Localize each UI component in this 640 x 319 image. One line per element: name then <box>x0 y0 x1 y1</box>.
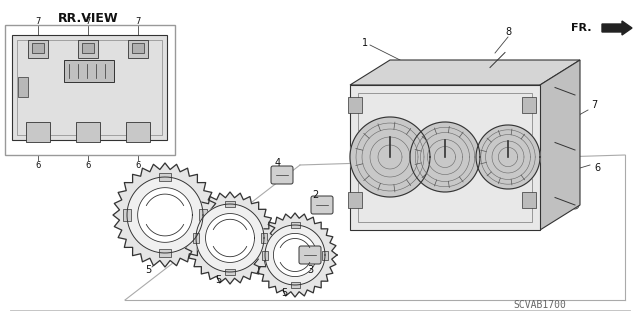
Polygon shape <box>196 204 264 272</box>
Polygon shape <box>291 282 300 288</box>
Polygon shape <box>253 213 337 297</box>
Bar <box>132 43 144 53</box>
Text: SCVAB1700: SCVAB1700 <box>513 300 566 310</box>
Text: 1: 1 <box>362 38 368 48</box>
Polygon shape <box>136 130 140 134</box>
Text: 4: 4 <box>275 158 281 168</box>
FancyArrow shape <box>602 21 632 35</box>
Polygon shape <box>540 60 580 230</box>
Text: FR.: FR. <box>572 23 592 33</box>
Polygon shape <box>36 98 40 102</box>
Polygon shape <box>225 201 235 207</box>
Polygon shape <box>410 122 480 192</box>
Text: 6: 6 <box>85 160 91 169</box>
Bar <box>522 97 536 113</box>
Bar <box>348 192 362 208</box>
Polygon shape <box>136 98 140 102</box>
Text: 8: 8 <box>505 27 511 37</box>
Polygon shape <box>123 209 131 221</box>
Polygon shape <box>273 234 317 277</box>
Bar <box>17 40 162 135</box>
Polygon shape <box>350 60 580 85</box>
Bar <box>126 122 150 142</box>
Text: 6: 6 <box>35 160 41 169</box>
Polygon shape <box>113 163 217 267</box>
Bar <box>26 122 50 142</box>
Bar <box>76 122 100 142</box>
Bar <box>348 97 362 113</box>
Bar <box>28 40 48 58</box>
Polygon shape <box>159 249 171 257</box>
Text: 5: 5 <box>145 265 151 275</box>
Bar <box>522 192 536 208</box>
Text: 7: 7 <box>35 18 41 26</box>
Text: 3: 3 <box>307 265 313 275</box>
Polygon shape <box>265 225 325 285</box>
Bar <box>78 40 98 58</box>
Polygon shape <box>86 130 90 134</box>
FancyBboxPatch shape <box>299 246 321 264</box>
Text: 6: 6 <box>135 160 141 169</box>
Text: 5: 5 <box>215 275 221 285</box>
Text: RR.VIEW: RR.VIEW <box>58 11 118 25</box>
Polygon shape <box>291 222 300 228</box>
Bar <box>18 77 28 97</box>
Polygon shape <box>193 233 200 243</box>
Bar <box>32 43 44 53</box>
Polygon shape <box>476 125 540 189</box>
Text: 2: 2 <box>312 190 318 200</box>
Text: 7: 7 <box>85 18 91 26</box>
Polygon shape <box>205 213 255 263</box>
Text: 6: 6 <box>594 163 600 173</box>
Polygon shape <box>86 98 90 102</box>
FancyBboxPatch shape <box>311 196 333 214</box>
Polygon shape <box>127 177 203 253</box>
Polygon shape <box>262 250 268 259</box>
Bar <box>64 60 114 82</box>
Bar <box>5 25 175 155</box>
Text: 7: 7 <box>135 18 141 26</box>
Polygon shape <box>138 188 193 242</box>
FancyBboxPatch shape <box>271 166 293 184</box>
Polygon shape <box>350 117 430 197</box>
Polygon shape <box>225 269 235 275</box>
Polygon shape <box>322 250 328 259</box>
Text: 5: 5 <box>281 288 287 298</box>
Bar <box>12 35 167 140</box>
Polygon shape <box>36 130 40 134</box>
Polygon shape <box>260 233 268 243</box>
Text: 7: 7 <box>591 100 597 110</box>
Polygon shape <box>159 173 171 181</box>
Polygon shape <box>184 192 276 284</box>
Polygon shape <box>350 85 540 230</box>
Polygon shape <box>199 209 207 221</box>
Bar <box>82 43 94 53</box>
Bar <box>128 40 148 58</box>
